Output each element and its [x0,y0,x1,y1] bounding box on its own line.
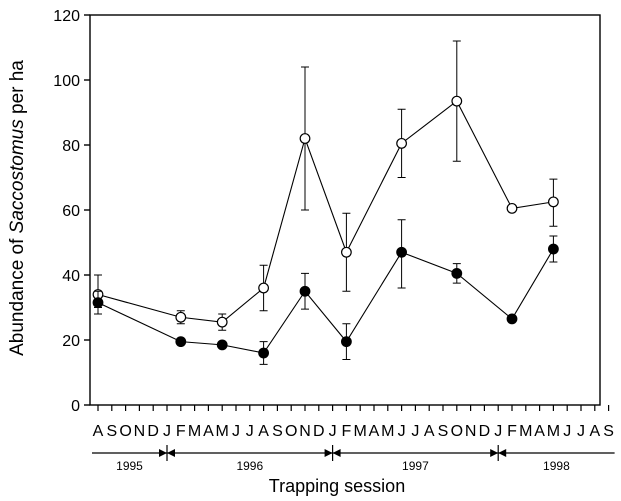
x-tick-label: J [563,423,571,440]
x-tick-label: M [381,423,394,440]
x-tick-label: J [577,423,585,440]
x-tick-label: M [519,423,532,440]
x-tick-label: S [106,423,117,440]
data-point [342,337,352,347]
data-point [507,204,517,214]
y-tick-label: 100 [53,73,80,90]
year-arrow-left [498,449,506,457]
y-tick-label: 0 [71,398,80,415]
y-tick-label: 20 [62,333,80,350]
x-tick-label: D [147,423,159,440]
data-point [507,314,517,324]
x-tick-label: J [398,423,406,440]
y-axis-label-genus: Saccostomus [7,119,28,234]
x-tick-label: O [119,423,131,440]
x-tick-label: A [93,423,104,440]
x-tick-label: M [216,423,229,440]
x-tick-label: S [272,423,283,440]
x-tick-label: N [465,423,477,440]
year-label: 1995 [116,459,143,473]
x-tick-label: M [354,423,367,440]
year-label: 1997 [402,459,429,473]
y-tick-label: 80 [62,138,80,155]
data-point [397,247,407,257]
x-tick-label: N [299,423,311,440]
x-tick-label: A [534,423,545,440]
x-tick-label: O [451,423,463,440]
data-series [93,41,558,364]
y-tick-label: 60 [62,203,80,220]
x-tick-label: F [176,423,186,440]
data-point [176,337,186,347]
y-axis-label-prefix: Abundance of [7,233,28,356]
data-point [549,197,559,207]
data-point [217,340,227,350]
y-axis: 0 20 40 60 80 100 120 [53,8,90,415]
data-point [259,348,269,358]
x-tick-label: M [188,423,201,440]
x-tick-label: J [411,423,419,440]
x-tick-label: N [134,423,146,440]
series-1 [93,41,558,330]
data-point [452,269,462,279]
y-tick-label: 120 [53,8,80,25]
year-arrow-right [325,449,333,457]
x-tick-label: D [479,423,491,440]
x-tick-label: J [494,423,502,440]
year-arrow-left [167,449,175,457]
data-point [452,96,462,106]
y-axis-label: Abundance of Saccostomus per ha [7,60,28,356]
x-tick-label: O [285,423,297,440]
data-point [342,247,352,257]
data-point [300,134,310,144]
x-tick-label: F [342,423,352,440]
data-point [93,298,103,308]
year-arrow-left [333,449,341,457]
x-tick-label: S [603,423,614,440]
data-point [259,283,269,293]
x-tick-label: J [329,423,337,440]
series-2 [93,220,558,365]
x-tick-label: M [547,423,560,440]
year-ranges: 1995 1996 1997 1998 [92,445,615,473]
y-tick-label: 40 [62,268,80,285]
x-tick-label: S [438,423,449,440]
y-axis-label-suffix: per ha [7,60,28,120]
year-arrow-right [490,449,498,457]
x-tick-label: A [424,423,435,440]
x-tick-label: A [369,423,380,440]
data-point [217,317,227,327]
x-tick-label: A [589,423,600,440]
x-tick-label: J [163,423,171,440]
x-tick-label: F [507,423,517,440]
series-line [98,101,553,322]
year-label: 1996 [236,459,263,473]
series-line [98,249,553,353]
x-tick-label: J [232,423,240,440]
x-tick-label: A [258,423,269,440]
x-tick-label: J [246,423,254,440]
year-arrow-right [159,449,167,457]
x-tick-label: D [313,423,325,440]
x-axis-label: Trapping session [269,476,405,496]
data-point [300,286,310,296]
data-point [549,244,559,254]
data-point [397,139,407,149]
year-label: 1998 [543,459,570,473]
data-point [176,312,186,322]
x-tick-label: A [203,423,214,440]
